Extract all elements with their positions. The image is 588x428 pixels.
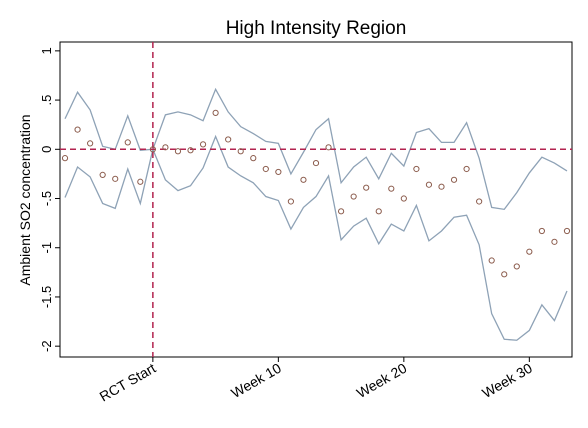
point-estimate xyxy=(488,257,495,264)
point-estimate xyxy=(563,227,571,235)
point-estimate xyxy=(400,195,407,202)
point-estimate xyxy=(375,208,382,215)
y-tick-label: -1.5 xyxy=(39,286,54,308)
point-estimate xyxy=(124,139,131,146)
chart-title: High Intensity Region xyxy=(226,18,407,39)
y-tick-label: 0 xyxy=(39,146,54,153)
y-tick-label: 1 xyxy=(39,47,54,54)
point-estimate xyxy=(538,227,545,235)
point-estimate xyxy=(187,147,194,154)
point-estimate xyxy=(312,159,320,167)
point-estimate xyxy=(225,136,232,143)
point-estimate xyxy=(476,198,483,205)
point-estimate xyxy=(363,184,370,191)
point-estimate xyxy=(199,141,207,148)
point-estimate xyxy=(137,178,144,185)
point-estimate xyxy=(337,208,345,215)
point-estimate xyxy=(149,146,156,153)
point-estimate xyxy=(300,176,307,183)
y-tick-label: -2 xyxy=(39,340,54,352)
point-estimate xyxy=(87,140,94,147)
point-estimate xyxy=(425,181,433,188)
point-estimate xyxy=(162,144,169,151)
point-estimate xyxy=(174,148,182,155)
ci-line xyxy=(64,134,568,341)
point-estimate xyxy=(438,183,445,190)
point-estimate xyxy=(501,271,508,278)
point-estimate xyxy=(275,168,282,176)
point-estimate xyxy=(463,165,470,173)
point-estimate xyxy=(388,185,395,192)
point-estimate xyxy=(450,176,458,183)
ci-line xyxy=(64,87,568,211)
point-estimate xyxy=(212,109,219,116)
point-estimate xyxy=(112,175,119,182)
y-tick-label: -.5 xyxy=(39,191,54,206)
point-estimate xyxy=(237,148,244,155)
point-estimate xyxy=(413,165,420,173)
point-estimate xyxy=(61,155,69,162)
point-estimate xyxy=(99,171,106,178)
point-estimate xyxy=(526,248,533,255)
point-estimate xyxy=(551,238,558,245)
point-estimate xyxy=(74,126,81,133)
point-estimate xyxy=(262,165,269,173)
point-estimate xyxy=(325,144,332,151)
point-estimate xyxy=(287,198,295,205)
point-estimate xyxy=(513,263,520,270)
point-estimate xyxy=(250,155,257,162)
y-axis-label: Ambient SO2 concentration xyxy=(17,114,33,285)
y-tick-label: .5 xyxy=(39,95,54,106)
plot-frame xyxy=(59,41,573,358)
y-tick-label: -1 xyxy=(39,242,54,254)
point-estimate xyxy=(350,193,357,200)
